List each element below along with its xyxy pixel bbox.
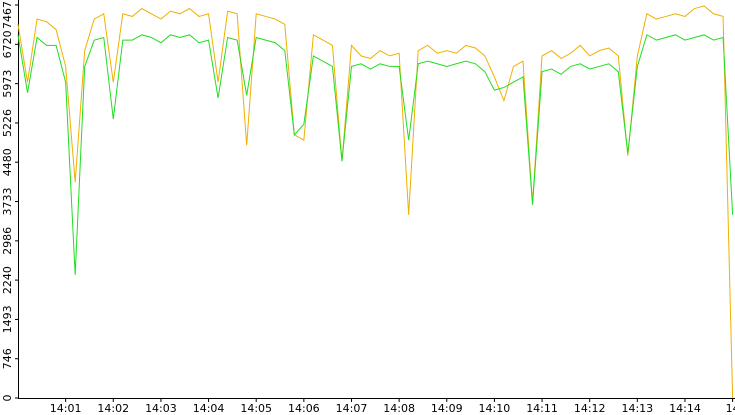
y-tick-label: 5226 (1, 109, 14, 137)
y-tick-label: 7467 (1, 1, 14, 29)
x-tick-label: 14:03 (145, 402, 177, 415)
y-tick-label: 6720 (1, 30, 14, 58)
y-tick-label: 1493 (1, 305, 14, 333)
y-tick-label: 2986 (1, 227, 14, 255)
x-tick-label: 14:11 (526, 402, 558, 415)
x-tick-label: 14:08 (383, 402, 415, 415)
x-tick-label: 14:10 (479, 402, 511, 415)
x-tick-label: 14:02 (97, 402, 129, 415)
y-tick-label: 5973 (1, 70, 14, 98)
x-tick-label: 14:13 (621, 402, 653, 415)
y-tick-label: 746 (1, 348, 14, 369)
y-tick-label: 3733 (1, 188, 14, 216)
series-line (17, 5, 734, 399)
x-tick-label: 14:09 (431, 402, 463, 415)
y-tick-label: 4480 (1, 148, 14, 176)
x-tick-label: 14:01 (50, 402, 82, 415)
series-line (17, 34, 734, 275)
x-tick-label: 14:04 (193, 402, 225, 415)
x-tick-label: 14:06 (288, 402, 320, 415)
x-tick-label: 14:07 (336, 402, 368, 415)
x-tick-label: 14:05 (240, 402, 272, 415)
x-tick-label: 14:12 (574, 402, 606, 415)
y-tick-label: 0 (1, 395, 14, 402)
x-tick-label: 14:14 (669, 402, 701, 415)
x-tick-label: 14 (726, 402, 735, 415)
y-tick-label: 2240 (1, 266, 14, 294)
